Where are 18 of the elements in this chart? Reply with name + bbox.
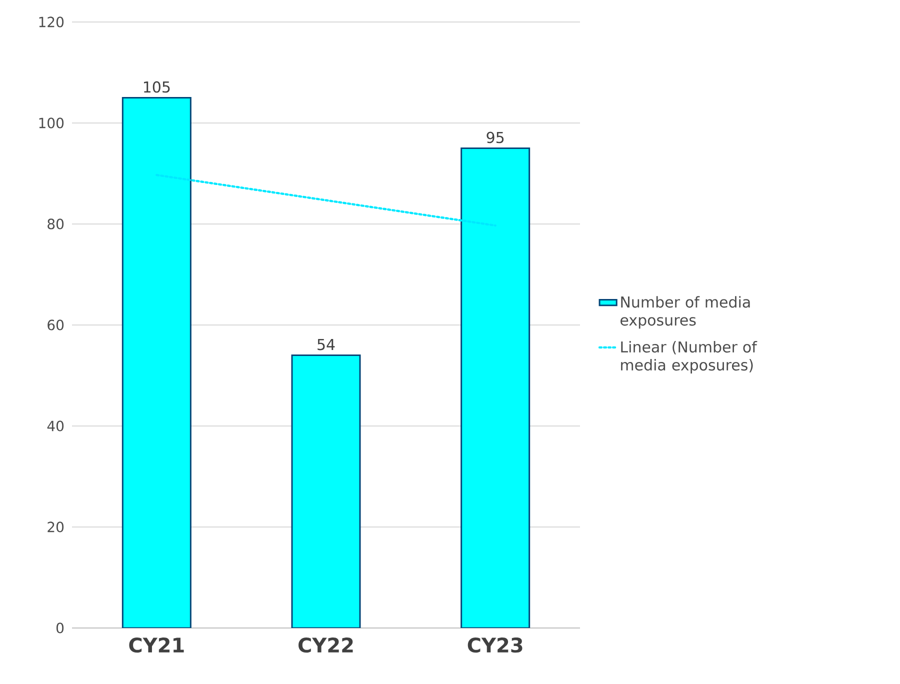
legend-label: Linear (Number of media exposures) — [621, 340, 758, 374]
x-tick-label: CY21 — [129, 638, 184, 653]
y-tick-label: 60 — [48, 320, 64, 330]
data-label: 105 — [144, 81, 170, 93]
y-tick-label: 0 — [56, 622, 64, 634]
data-label: 95 — [486, 132, 504, 144]
y-tick-label: 40 — [47, 420, 64, 432]
y-tick-label: 20 — [48, 522, 64, 532]
y-tick-label: 100 — [39, 118, 64, 128]
bar — [122, 96, 192, 628]
bar — [291, 354, 361, 628]
legend-label: Number of media exposures — [620, 296, 750, 329]
data-label: 54 — [318, 339, 335, 350]
y-tick-label: 120 — [39, 16, 64, 28]
bar — [460, 147, 530, 628]
y-tick-label: 80 — [48, 218, 64, 230]
x-tick-label: CY22 — [298, 638, 353, 653]
x-tick-label: CY23 — [468, 638, 522, 653]
